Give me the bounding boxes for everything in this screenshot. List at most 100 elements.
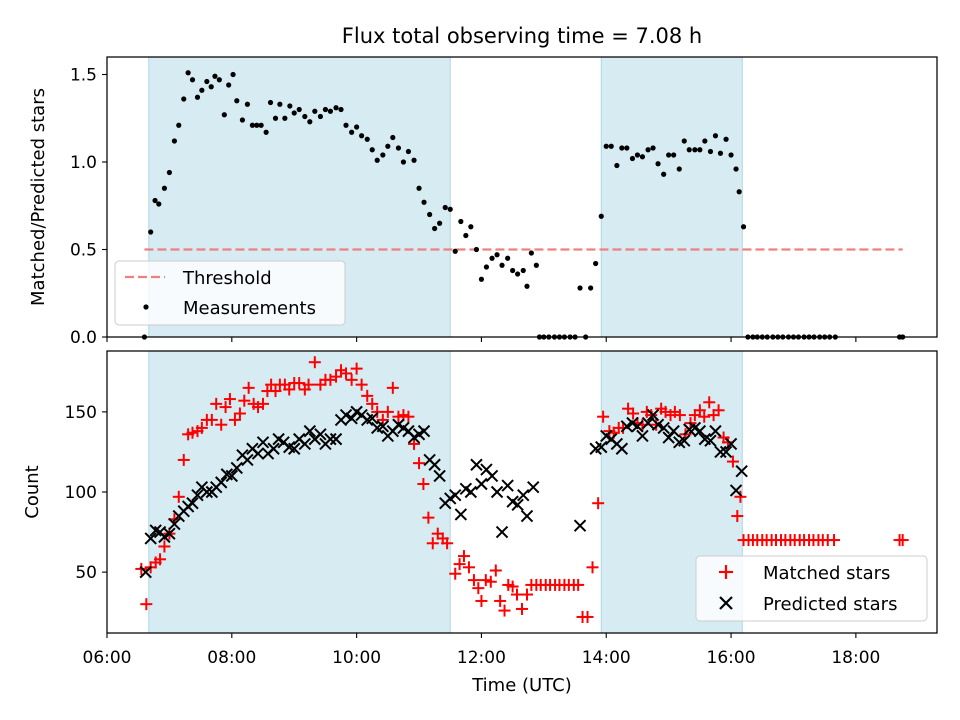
predicted-star-point [256, 436, 270, 449]
measurement-point [212, 73, 218, 79]
predicted-star-point [454, 508, 468, 521]
matched-star-point [293, 377, 306, 390]
measurement-point [390, 134, 396, 141]
matched-star-point [828, 534, 841, 547]
measurement-point [437, 220, 443, 226]
measurement-point [374, 157, 380, 163]
measurement-point [524, 283, 530, 289]
matched-star-point [726, 455, 739, 468]
measurement-point [712, 133, 719, 139]
y-tick-label: 0.5 [70, 241, 97, 261]
y-tick-label: 150 [65, 403, 97, 423]
matched-star-point [177, 453, 190, 466]
matched-star-point [205, 413, 218, 426]
predicted-star-point [470, 458, 483, 471]
predicted-stars-series [139, 405, 748, 579]
predicted-star-point [620, 420, 634, 433]
matched-star-point [355, 378, 368, 391]
matched-star-point [693, 404, 706, 417]
y-tick-label: 50 [75, 563, 97, 583]
measurement-point [723, 136, 729, 142]
measurement-point [230, 71, 236, 78]
matched-star-point [426, 537, 439, 550]
legend-measurements-label: Measurements [183, 298, 316, 319]
matched-star-point [228, 413, 241, 426]
predicted-star-point [298, 437, 312, 451]
measurement-point [634, 152, 641, 158]
matched-star-point [449, 567, 462, 580]
predicted-star-point [230, 461, 244, 475]
matched-star-point [506, 580, 519, 593]
predicted-star-point [339, 408, 353, 422]
measurement-point [421, 199, 427, 205]
matched-star-point [475, 594, 488, 607]
measurement-point [661, 171, 667, 177]
measurement-point [645, 147, 651, 153]
predicted-star-point [704, 434, 717, 447]
measurement-point [380, 152, 386, 158]
matched-star-point [453, 558, 466, 571]
measurement-point [359, 133, 365, 139]
measurement-point [416, 185, 422, 191]
matched-star-point [581, 610, 594, 623]
measurement-point [650, 145, 656, 151]
predicted-star-point [517, 488, 530, 502]
matched-star-point [498, 604, 511, 617]
predicted-star-point [303, 424, 317, 438]
measurement-point [152, 197, 158, 204]
matched-star-point [698, 410, 711, 423]
matched-star-point [172, 490, 185, 503]
measurement-point [327, 108, 334, 114]
matched-star-point [896, 534, 909, 547]
measurement-point [302, 113, 308, 120]
matched-star-point [422, 511, 435, 524]
matched-star-point [366, 397, 379, 410]
matched-star-point [413, 457, 426, 470]
bottom-panel: 50 100 150 06:00 08:00 10:00 12:00 14:00 16:00 1… [22, 350, 938, 696]
matched-star-point [210, 397, 223, 410]
x-axis-label: Time (UTC) [471, 675, 572, 696]
measurement-point [400, 159, 407, 165]
matched-star-point [154, 553, 167, 566]
matched-star-point [516, 602, 528, 615]
measurement-point [505, 255, 511, 261]
predicted-star-point [433, 469, 446, 483]
legend-matched-label: Matched stars [763, 563, 890, 584]
measurement-point [277, 101, 283, 107]
predicted-star-point [366, 412, 379, 425]
bottom-x-axis: 06:00 08:00 10:00 12:00 14:00 16:00 18:00 [83, 633, 880, 668]
measurement-point [639, 154, 646, 160]
matched-star-point [494, 594, 507, 607]
matched-star-point [572, 578, 585, 591]
measurement-point [287, 103, 293, 109]
predicted-star-point [464, 485, 478, 499]
top-y-axis-label: Matched/Predicted stars [28, 88, 49, 306]
top-legend-frame [114, 260, 346, 326]
measurement-point [156, 201, 162, 207]
bottom-y-axis-label: Count [22, 465, 43, 518]
measurement-point [458, 218, 464, 225]
measurement-point [478, 276, 485, 282]
measurement-point [707, 148, 714, 155]
predicted-star-point [657, 421, 670, 435]
measurement-point [349, 129, 355, 135]
matched-star-point [402, 410, 415, 423]
legend-predicted-swatch [719, 596, 733, 610]
measurement-point [499, 262, 505, 268]
measurement-point [603, 143, 609, 149]
legend-predicted-label: Predicted stars [763, 594, 897, 615]
predicted-star-point [251, 447, 265, 460]
measurement-point [244, 101, 251, 107]
top-panel: 0.0 0.5 1.0 1.5 Matched/Predicted stars Thr… [28, 56, 938, 348]
measurement-point [528, 250, 534, 256]
top-axes-frame [106, 56, 938, 338]
x-tick-label: 14:00 [582, 648, 631, 668]
y-tick-label: 1.5 [70, 66, 97, 86]
predicted-star-point [376, 420, 390, 433]
predicted-star-point [163, 527, 176, 540]
measurement-point [364, 136, 370, 142]
matched-star-point [673, 409, 686, 422]
matched-star-point [302, 378, 315, 391]
y-tick-label: 1.0 [70, 153, 97, 173]
matched-star-point [345, 373, 358, 386]
